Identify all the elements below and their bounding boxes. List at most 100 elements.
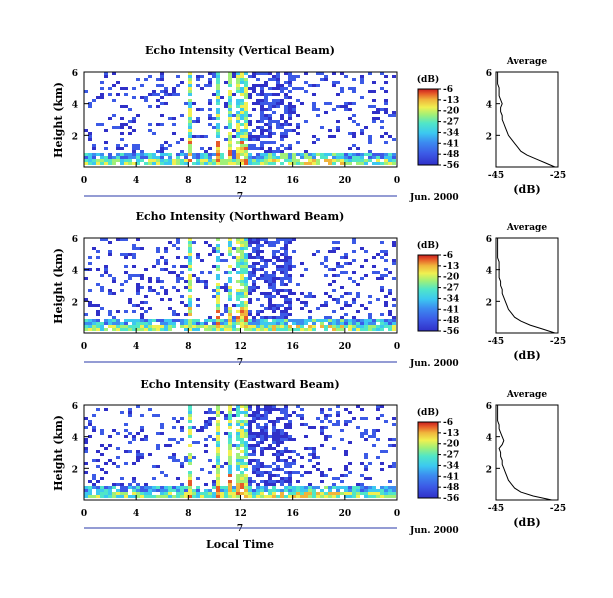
y-tick-label: 4 [72, 101, 78, 111]
heatmap-cell [300, 292, 304, 295]
heatmap-cell [88, 262, 92, 265]
heatmap-cell [384, 268, 388, 271]
heatmap-cell [252, 465, 256, 468]
heatmap-cell [212, 289, 216, 292]
heatmap-cell [228, 292, 232, 295]
heatmap-cell [280, 162, 284, 165]
heatmap-cell [108, 325, 112, 328]
heatmap-cell [300, 465, 304, 468]
heatmap-cell [252, 159, 256, 162]
heatmap-cell [308, 495, 312, 498]
heatmap-cell [216, 325, 220, 328]
heatmap-cell [244, 268, 248, 271]
heatmap-cell [300, 319, 304, 322]
heatmap-cell [288, 147, 292, 150]
heatmap-cell [244, 259, 248, 262]
heatmap-cell [256, 408, 260, 411]
heatmap-cell [188, 123, 192, 126]
heatmap-cell [376, 408, 380, 411]
heatmap-cell [244, 90, 248, 93]
heatmap-cell [100, 87, 104, 90]
heatmap-cell [100, 238, 104, 241]
heatmap-cell [352, 87, 356, 90]
heatmap-cell [284, 313, 288, 316]
heatmap-cell [112, 495, 116, 498]
heatmap-cell [376, 438, 380, 441]
heatmap-cell [336, 265, 340, 268]
heatmap-cell [244, 114, 248, 117]
heatmap-cell [384, 99, 388, 102]
heatmap-cell [324, 316, 328, 319]
heatmap-cell [388, 325, 392, 328]
heatmap-cell [324, 301, 328, 304]
heatmap-cell [256, 262, 260, 265]
heatmap-cell [236, 250, 240, 253]
heatmap-cell [252, 274, 256, 277]
heatmap-cell [272, 78, 276, 81]
heatmap-cell [228, 238, 232, 241]
heatmap-cell [228, 492, 232, 495]
heatmap-cell [316, 250, 320, 253]
heatmap-cell [276, 450, 280, 453]
heatmap-cell [216, 256, 220, 259]
heatmap-cell [344, 159, 348, 162]
heatmap-cell [356, 328, 360, 331]
heatmap-cell [288, 241, 292, 244]
heatmap-cell [324, 259, 328, 262]
heatmap-cell [156, 105, 160, 108]
heatmap-cell [368, 135, 372, 138]
heatmap-cell [348, 87, 352, 90]
heatmap-cell [144, 489, 148, 492]
heatmap-cell [380, 495, 384, 498]
heatmap-cell [272, 244, 276, 247]
heatmap-cell [380, 162, 384, 165]
heatmap-cell [252, 325, 256, 328]
heatmap-cell [292, 250, 296, 253]
heatmap-cell [140, 492, 144, 495]
heatmap-cell [232, 153, 236, 156]
heatmap-cell [260, 408, 264, 411]
heatmap-cell [216, 432, 220, 435]
heatmap-cell [336, 325, 340, 328]
heatmap-cell [152, 465, 156, 468]
heatmap-cell [364, 159, 368, 162]
heatmap-cell [364, 495, 368, 498]
heatmap-cell [180, 301, 184, 304]
heatmap-cell [352, 132, 356, 135]
heatmap-cell [196, 108, 200, 111]
heatmap-cell [244, 247, 248, 250]
heatmap-cell [276, 105, 280, 108]
heatmap-title: Echo Intensity (Eastward Beam) [140, 378, 339, 391]
heatmap-cell [212, 438, 216, 441]
heatmap-cell [144, 99, 148, 102]
heatmap-cell [196, 495, 200, 498]
heatmap-cell [96, 313, 100, 316]
heatmap-cell [108, 322, 112, 325]
heatmap-cell [384, 420, 388, 423]
heatmap-cell [92, 426, 96, 429]
heatmap-cell [164, 259, 168, 262]
heatmap-cell [104, 489, 108, 492]
heatmap-cell [332, 162, 336, 165]
heatmap-cell [276, 147, 280, 150]
heatmap-cell [280, 280, 284, 283]
heatmap-cell [228, 153, 232, 156]
heatmap-cell [276, 120, 280, 123]
heatmap-cell [280, 268, 284, 271]
heatmap-cell [388, 495, 392, 498]
heatmap-cell [240, 108, 244, 111]
heatmap-cell [124, 123, 128, 126]
heatmap-cell [360, 159, 364, 162]
heatmap-cell [244, 322, 248, 325]
heatmap-cell [264, 423, 268, 426]
heatmap-cell [352, 250, 356, 253]
heatmap-cell [372, 256, 376, 259]
heatmap-cell [372, 265, 376, 268]
heatmap-cell [120, 283, 124, 286]
heatmap-cell [136, 489, 140, 492]
heatmap-cell [248, 453, 252, 456]
heatmap-cell [300, 102, 304, 105]
heatmap-cell [172, 456, 176, 459]
heatmap-cell [168, 325, 172, 328]
y-tick-label: 2 [72, 298, 78, 308]
